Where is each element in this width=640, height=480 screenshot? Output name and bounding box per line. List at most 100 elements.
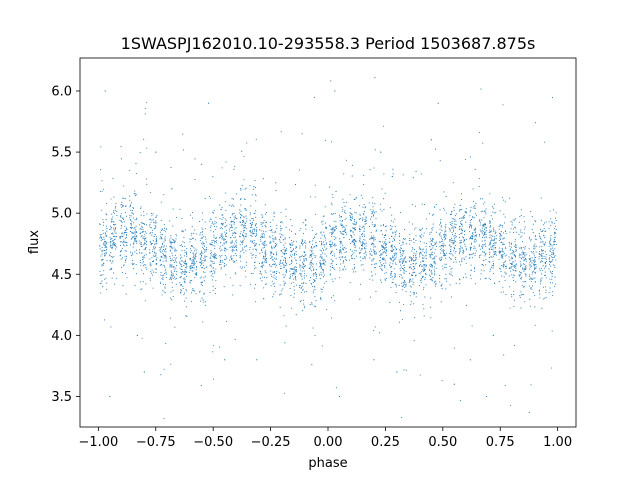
data-point: [398, 259, 400, 261]
data-point: [163, 254, 165, 257]
data-point: [280, 250, 283, 252]
data-point: [105, 252, 108, 254]
data-point: [112, 211, 115, 213]
data-point: [159, 231, 161, 233]
data-point: [258, 262, 261, 265]
data-point: [500, 231, 502, 233]
data-point: [101, 249, 103, 251]
data-point: [102, 286, 104, 288]
data-point: [532, 232, 534, 234]
data-point: [249, 249, 251, 251]
data-point: [359, 214, 361, 216]
data-point: [434, 242, 436, 244]
data-point: [520, 294, 522, 296]
data-point: [193, 289, 195, 291]
data-point: [142, 222, 144, 224]
data-point: [290, 254, 292, 256]
data-point: [354, 249, 356, 252]
data-point: [439, 228, 441, 231]
data-point: [134, 190, 136, 192]
data-point: [392, 173, 394, 175]
data-point: [534, 260, 537, 262]
data-point: [412, 278, 414, 280]
data-point: [339, 220, 341, 222]
data-point: [430, 252, 432, 254]
data-point: [485, 231, 487, 233]
data-point: [551, 330, 553, 332]
data-point: [291, 225, 293, 227]
data-point: [373, 244, 375, 246]
data-point: [543, 244, 546, 246]
data-point: [263, 240, 265, 242]
data-point: [539, 246, 541, 248]
data-point: [305, 254, 307, 256]
data-point: [428, 274, 431, 276]
data-point: [552, 252, 554, 254]
data-point: [508, 267, 511, 269]
data-point: [534, 263, 536, 265]
data-point: [515, 218, 517, 220]
data-point: [371, 275, 373, 277]
data-point: [501, 275, 503, 277]
data-point: [309, 249, 311, 251]
data-point: [323, 236, 325, 238]
data-point: [163, 227, 166, 229]
data-point: [408, 240, 410, 242]
data-point: [550, 235, 552, 237]
data-point: [290, 295, 292, 297]
data-point: [152, 260, 154, 263]
data-point: [263, 232, 265, 234]
data-point: [459, 251, 461, 253]
data-point: [359, 298, 361, 300]
data-point: [545, 292, 547, 294]
data-point: [161, 245, 163, 248]
data-point: [520, 258, 522, 260]
data-point: [171, 246, 173, 248]
data-point: [311, 226, 313, 228]
data-point: [145, 178, 147, 180]
data-point: [261, 280, 263, 282]
data-point: [186, 315, 188, 318]
data-point: [139, 240, 141, 242]
data-point: [430, 269, 433, 271]
data-point: [213, 212, 215, 214]
data-point: [251, 230, 254, 232]
data-point: [354, 226, 356, 228]
data-point: [415, 227, 417, 229]
data-point: [360, 252, 362, 254]
data-point: [465, 256, 467, 258]
data-point: [273, 271, 275, 273]
data-point: [548, 221, 550, 223]
data-point: [240, 224, 242, 226]
data-point: [288, 277, 291, 279]
data-point: [421, 265, 423, 267]
data-point: [515, 249, 517, 251]
data-point: [363, 269, 365, 271]
data-point: [500, 250, 502, 252]
data-point: [448, 273, 451, 275]
data-point: [509, 404, 512, 406]
data-point: [473, 247, 475, 249]
data-point: [262, 230, 264, 232]
data-point: [370, 254, 372, 256]
data-point: [162, 249, 165, 251]
data-point: [221, 233, 223, 235]
data-point: [190, 245, 192, 247]
data-point: [551, 278, 553, 280]
data-point: [415, 262, 417, 264]
data-point: [409, 279, 411, 281]
data-point: [471, 227, 473, 229]
data-point: [194, 258, 196, 260]
data-point: [530, 265, 533, 267]
data-point: [391, 259, 393, 261]
data-point: [353, 267, 356, 269]
data-point: [214, 252, 216, 254]
data-point: [243, 227, 245, 229]
data-point: [163, 246, 165, 248]
data-point: [152, 274, 154, 276]
data-point: [99, 270, 101, 272]
data-point: [161, 294, 163, 296]
data-point: [103, 319, 106, 321]
data-point: [445, 273, 447, 275]
data-point: [185, 262, 187, 264]
